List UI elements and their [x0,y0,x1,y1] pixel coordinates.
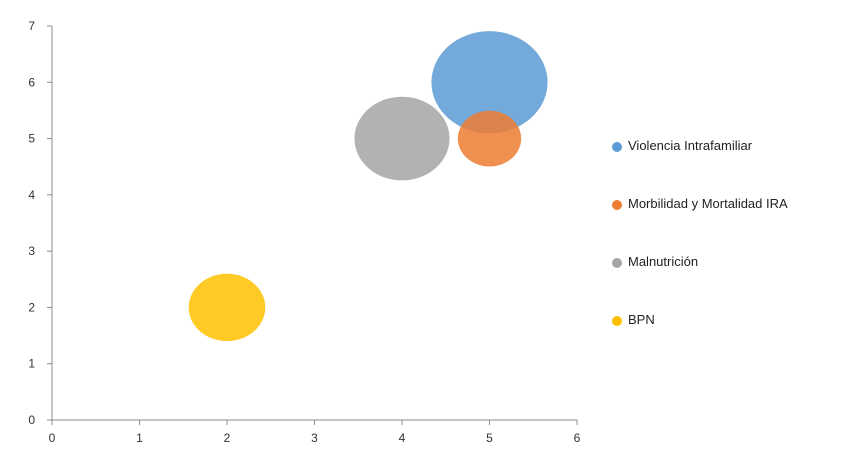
legend-swatch [612,258,622,268]
bubble-malnutricion[interactable] [354,96,450,181]
y-tick-label: 7 [28,19,35,33]
y-tick-label: 4 [28,188,35,202]
x-tick-label: 3 [311,431,318,445]
legend-item-malnutricion[interactable]: Malnutrición [612,254,847,312]
bubble-morbilidad[interactable] [457,110,522,167]
y-tick-label: 2 [28,300,35,314]
legend: Violencia Intrafamiliar Morbilidad y Mor… [612,138,847,370]
y-tick-label: 1 [28,357,35,371]
x-tick-label: 6 [574,431,581,445]
y-tick-label: 0 [28,413,35,427]
legend-swatch [612,316,622,326]
legend-label: Morbilidad y Mortalidad IRA [628,196,788,211]
y-tick-label: 3 [28,244,35,258]
legend-swatch [612,142,622,152]
x-tick-label: 4 [399,431,406,445]
x-tick-label: 5 [486,431,493,445]
y-tick-label: 5 [28,132,35,146]
legend-label: Violencia Intrafamiliar [628,138,753,153]
y-tick-label: 6 [28,75,35,89]
bubble-bpn[interactable] [188,273,266,342]
bubble-violencia[interactable] [431,31,548,134]
legend-item-bpn[interactable]: BPN [612,312,847,370]
x-tick-label: 2 [224,431,231,445]
x-tick-label: 1 [136,431,143,445]
legend-label: BPN [628,312,655,327]
bubbles-layer [188,31,548,342]
legend-item-morbilidad[interactable]: Morbilidad y Mortalidad IRA [612,196,847,254]
axis-ticks: 0 1 2 3 4 5 6 0 1 2 3 4 5 6 7 [28,19,580,445]
x-tick-label: 0 [49,431,56,445]
legend-label: Malnutrición [628,254,699,269]
legend-item-violencia[interactable]: Violencia Intrafamiliar [612,138,847,196]
legend-swatch [612,200,622,210]
